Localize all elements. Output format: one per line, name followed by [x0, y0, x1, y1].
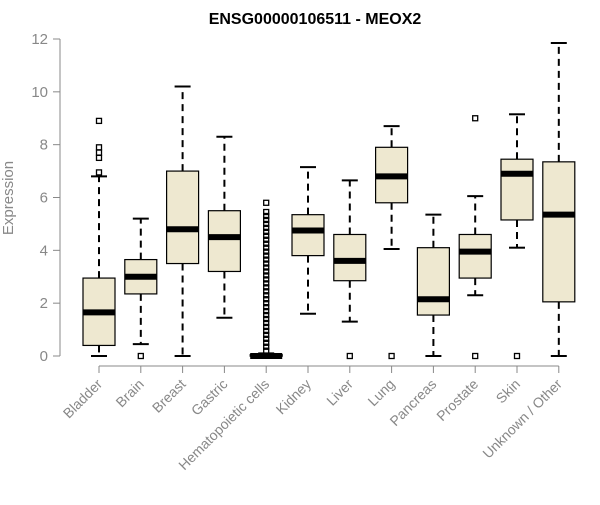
box-iqr	[207, 210, 241, 273]
outlier-point	[263, 244, 270, 251]
outlier-point	[263, 315, 270, 323]
outlier-point	[346, 352, 353, 360]
box-lung	[375, 125, 409, 360]
outlier-point	[263, 224, 270, 232]
outlier-point	[472, 352, 479, 360]
box-iqr	[333, 233, 367, 282]
outlier-point	[263, 280, 270, 287]
x-tick-label: Kidney	[273, 376, 315, 418]
outlier-point	[263, 319, 270, 327]
x-tick-label: Prostate	[433, 376, 481, 424]
outlier-point	[263, 260, 270, 267]
box-iqr	[166, 170, 200, 265]
outlier-point	[263, 212, 270, 220]
outlier-point	[263, 288, 270, 295]
x-tick-label: Brain	[112, 376, 146, 410]
chart-title: ENSG00000106511 - MEOX2	[209, 11, 422, 28]
box-iqr	[458, 233, 492, 279]
y-tick-label: 10	[31, 84, 48, 101]
x-tick-label: Liver	[323, 376, 356, 409]
box-skin	[500, 113, 534, 360]
box-hematopoietic-cells	[249, 199, 283, 359]
x-tick-label: Breast	[149, 376, 189, 416]
outlier-point	[263, 268, 270, 275]
outlier-point	[95, 144, 103, 151]
box-breast	[166, 85, 200, 357]
y-axis-label: Expression	[0, 161, 17, 235]
y-tick-label: 0	[40, 348, 48, 365]
box-liver	[333, 179, 367, 360]
outlier-point	[95, 169, 103, 176]
outlier-point	[95, 117, 103, 125]
outlier-point	[388, 352, 395, 360]
outlier-point	[263, 240, 270, 247]
box-iqr	[416, 247, 450, 316]
outlier-point	[263, 232, 270, 239]
outlier-point	[263, 335, 270, 342]
outlier-point	[472, 115, 479, 122]
outlier-point	[263, 331, 270, 339]
outlier-point	[263, 216, 270, 224]
outlier-point	[263, 292, 270, 299]
outlier-point	[263, 347, 270, 354]
box-brain	[124, 217, 158, 360]
outlier-point	[137, 352, 144, 360]
outlier-point	[95, 154, 103, 162]
outlier-point	[263, 264, 270, 271]
outlier-point	[95, 149, 103, 156]
box-iqr	[500, 158, 534, 221]
outlier-point	[263, 208, 270, 216]
outlier-point	[263, 311, 270, 319]
outlier-point	[263, 339, 270, 346]
outlier-point	[263, 300, 270, 307]
box-prostate	[458, 115, 492, 360]
y-tick-label: 12	[31, 31, 48, 48]
y-tick-label: 6	[40, 190, 48, 207]
outlier-point	[263, 252, 270, 259]
x-tick-label: Bladder	[60, 376, 106, 422]
outlier-point	[263, 199, 270, 206]
box-pancreas	[416, 213, 450, 357]
box-bladder	[82, 117, 116, 357]
outlier-point	[263, 303, 270, 311]
box-iqr	[291, 214, 325, 257]
box-gastric	[207, 135, 241, 319]
box-kidney	[291, 166, 325, 315]
box-series	[82, 41, 576, 360]
outlier-point	[263, 284, 270, 291]
outlier-point	[263, 228, 270, 235]
y-tick-label: 8	[40, 137, 48, 154]
y-axis: 0 2 4 6 8 10 12	[31, 31, 61, 365]
y-tick-label: 2	[40, 295, 48, 312]
x-tick-label: Unknown / Other	[479, 376, 565, 462]
outlier-point	[263, 236, 270, 243]
outlier-point	[263, 343, 270, 350]
x-tick-label: Lung	[364, 376, 397, 409]
box-unknown-other	[542, 41, 576, 357]
outlier-point	[263, 248, 270, 255]
outlier-point	[513, 352, 521, 360]
outlier-point	[263, 307, 270, 315]
x-tick-label: Skin	[493, 376, 524, 407]
y-tick-label: 4	[40, 242, 48, 259]
outlier-point	[263, 256, 270, 263]
outlier-point	[263, 296, 270, 303]
outlier-point	[263, 327, 270, 335]
outlier-point	[263, 276, 270, 283]
box-iqr	[542, 161, 576, 303]
outlier-point	[263, 272, 270, 279]
outlier-point	[263, 220, 270, 228]
outlier-point	[263, 323, 270, 331]
